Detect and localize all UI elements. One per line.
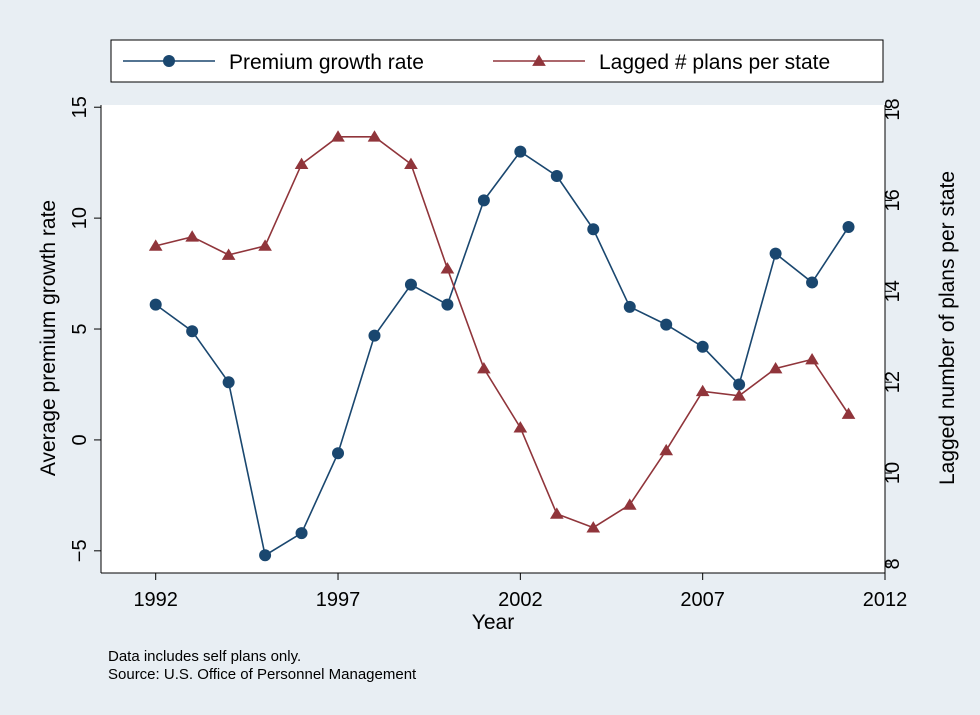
data-point-2006	[659, 443, 674, 456]
x-tick-label-2007: 2007	[680, 589, 725, 611]
x-tick-label-2002: 2002	[498, 589, 543, 611]
legend-marker-premium	[163, 55, 175, 67]
y-right-tick-label-18: 18	[882, 98, 904, 120]
data-point-1992	[149, 298, 162, 311]
series-line	[155, 136, 850, 529]
data-point-2000	[440, 262, 455, 274]
series-line	[155, 150, 850, 557]
data-point-2002	[513, 421, 528, 433]
series-layer	[148, 130, 856, 562]
data-point-2007	[696, 340, 709, 353]
data-point-1994	[222, 376, 235, 389]
x-tick-label-1992: 1992	[133, 589, 178, 611]
data-point-2010	[805, 352, 819, 365]
plot-area	[101, 105, 885, 573]
legend: Premium growth rate Lagged # plans per st…	[110, 39, 884, 83]
data-point-2001	[477, 362, 491, 374]
data-point-2011	[841, 407, 856, 419]
y-axis-left-title: Average premium growth rate	[37, 200, 60, 476]
data-point-1998	[367, 130, 382, 142]
data-point-1992	[148, 239, 163, 251]
data-point-2005	[622, 498, 637, 510]
y-left-tick-label-10: 10	[69, 207, 91, 229]
legend-marker-plans	[532, 54, 546, 66]
y-right-tick-label-16: 16	[882, 189, 904, 211]
note-source: Source: U.S. Office of Personnel Managem…	[108, 666, 417, 683]
data-point-1993	[186, 325, 199, 338]
data-point-1996	[294, 157, 309, 169]
data-point-2003	[550, 169, 563, 182]
data-point-2009	[768, 362, 783, 374]
x-axis-title: Year	[472, 611, 514, 634]
data-point-2011	[842, 220, 855, 233]
x-tick-label-2012: 2012	[863, 589, 908, 611]
note-data-scope: Data includes self plans only.	[108, 648, 302, 665]
data-point-2001	[477, 194, 490, 207]
data-point-1999	[404, 278, 417, 291]
data-point-2007	[695, 384, 710, 397]
data-point-1997	[331, 130, 345, 142]
data-point-2000	[441, 298, 454, 311]
data-point-1996	[295, 527, 308, 540]
data-point-2006	[660, 318, 673, 331]
data-point-2008	[732, 389, 746, 401]
legend-label-plans: Lagged # plans per state	[599, 51, 830, 74]
y-left-tick-label--5: −5	[69, 539, 91, 562]
data-point-1993	[185, 230, 199, 242]
data-point-1994	[221, 248, 236, 260]
legend-label-premium: Premium growth rate	[229, 51, 424, 74]
data-point-2009	[769, 247, 782, 260]
y-left-tick-label-15: 15	[69, 96, 91, 118]
data-point-2002	[514, 145, 527, 158]
series-premium-growth	[149, 145, 855, 562]
data-point-2004	[587, 223, 600, 236]
y-left-tick-label-0: 0	[69, 434, 91, 445]
series-lagged-plans	[148, 130, 856, 533]
data-point-2010	[806, 276, 819, 289]
data-point-2003	[549, 507, 564, 519]
data-point-2008	[733, 378, 746, 391]
y-right-tick-label-10: 10	[882, 462, 904, 484]
data-point-1995	[258, 239, 272, 251]
y-right-tick-label-8: 8	[882, 558, 904, 569]
data-point-1998	[368, 329, 381, 342]
data-point-2004	[586, 521, 601, 533]
data-point-1997	[332, 447, 345, 460]
y-left-tick-label-5: 5	[69, 323, 91, 334]
x-tick-label-1997: 1997	[316, 589, 361, 611]
axes: 1992 1997 2002 2007 2012 −5 0 5 10 15 8 10 12 14 16 18	[69, 96, 907, 611]
y-right-tick-label-12: 12	[882, 371, 904, 393]
y-right-tick-label-14: 14	[882, 280, 904, 302]
data-point-1999	[404, 157, 418, 169]
y-axis-right-title: Lagged number of plans per state	[936, 171, 959, 485]
data-point-2005	[623, 300, 636, 313]
data-point-1995	[259, 549, 272, 562]
